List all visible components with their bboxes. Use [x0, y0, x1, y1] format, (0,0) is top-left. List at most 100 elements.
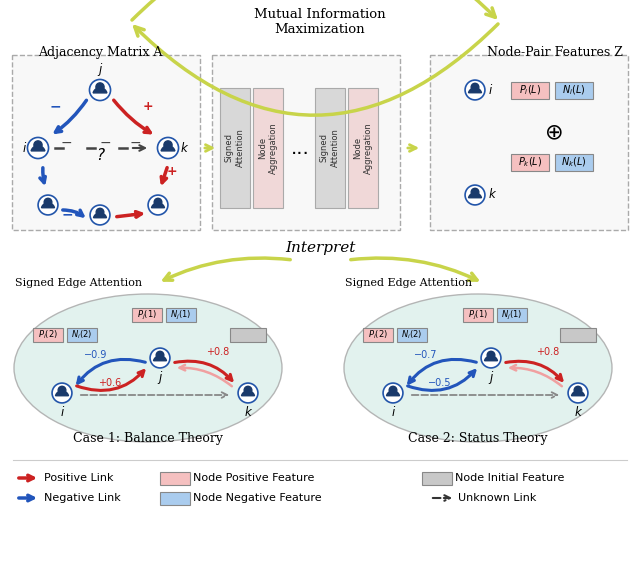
- Circle shape: [574, 386, 582, 394]
- Text: +0.8: +0.8: [536, 347, 559, 357]
- Polygon shape: [387, 391, 399, 396]
- Bar: [67, 328, 97, 342]
- Text: $N_i(L)$: $N_i(L)$: [562, 83, 586, 97]
- Circle shape: [90, 205, 110, 225]
- Circle shape: [52, 383, 72, 403]
- FancyArrowPatch shape: [135, 24, 498, 115]
- FancyArrowPatch shape: [19, 475, 33, 481]
- Text: $N_i(2)$: $N_i(2)$: [71, 329, 93, 341]
- Text: −: −: [61, 207, 73, 221]
- Circle shape: [154, 198, 162, 206]
- Ellipse shape: [14, 294, 282, 442]
- Text: k: k: [489, 189, 495, 202]
- Text: Unknown Link: Unknown Link: [458, 493, 536, 503]
- Text: Interpret: Interpret: [285, 241, 355, 255]
- Text: −0.5: −0.5: [428, 378, 452, 388]
- Polygon shape: [56, 391, 68, 396]
- Text: Negative Link: Negative Link: [44, 493, 121, 503]
- Polygon shape: [93, 213, 106, 218]
- Text: Node
Aggregation: Node Aggregation: [353, 122, 373, 174]
- Text: ?: ?: [96, 148, 104, 162]
- Text: $N_i(2)$: $N_i(2)$: [401, 329, 422, 341]
- Text: $P_k(L)$: $P_k(L)$: [518, 155, 542, 169]
- Polygon shape: [31, 145, 45, 151]
- Text: $P_i(L)$: $P_i(L)$: [519, 83, 541, 97]
- Bar: [497, 308, 527, 322]
- Text: $P_i(2)$: $P_i(2)$: [38, 329, 58, 341]
- Bar: [422, 471, 452, 484]
- FancyArrowPatch shape: [205, 145, 212, 151]
- Text: Signed Edge Attention: Signed Edge Attention: [15, 278, 142, 288]
- Circle shape: [465, 185, 485, 205]
- Polygon shape: [93, 88, 107, 93]
- Text: i: i: [489, 83, 492, 96]
- Circle shape: [465, 80, 485, 100]
- Bar: [315, 88, 345, 208]
- Text: +: +: [166, 165, 177, 178]
- Circle shape: [244, 386, 252, 394]
- Circle shape: [96, 83, 104, 91]
- Polygon shape: [468, 193, 481, 198]
- Bar: [397, 328, 427, 342]
- Text: k: k: [575, 406, 581, 419]
- Text: $\oplus$: $\oplus$: [544, 123, 563, 143]
- Text: −: −: [49, 99, 61, 113]
- Circle shape: [471, 83, 479, 91]
- Text: $P_i(2)$: $P_i(2)$: [368, 329, 388, 341]
- Bar: [132, 308, 162, 322]
- Text: $N_j(1)$: $N_j(1)$: [170, 308, 191, 321]
- Circle shape: [157, 137, 179, 158]
- Circle shape: [156, 351, 164, 359]
- Circle shape: [28, 137, 49, 158]
- Text: +0.6: +0.6: [99, 378, 122, 388]
- Circle shape: [164, 141, 172, 149]
- Polygon shape: [484, 356, 497, 361]
- Text: −: −: [60, 136, 72, 150]
- Circle shape: [150, 348, 170, 368]
- Circle shape: [471, 188, 479, 196]
- Text: −: −: [129, 136, 141, 150]
- Circle shape: [34, 141, 42, 149]
- Bar: [12, 55, 200, 230]
- Text: −0.9: −0.9: [84, 350, 108, 360]
- Circle shape: [58, 386, 66, 394]
- FancyArrowPatch shape: [19, 495, 33, 501]
- Circle shape: [44, 198, 52, 206]
- Bar: [166, 308, 196, 322]
- Bar: [511, 82, 549, 99]
- Text: $N_j(1)$: $N_j(1)$: [501, 308, 523, 321]
- FancyArrowPatch shape: [132, 0, 495, 20]
- Bar: [220, 88, 250, 208]
- Bar: [363, 328, 393, 342]
- Text: +0.8: +0.8: [206, 347, 230, 357]
- Polygon shape: [42, 203, 54, 207]
- Text: Node-Pair Features Z: Node-Pair Features Z: [487, 46, 623, 59]
- Text: ...: ...: [291, 139, 309, 157]
- Text: $N_k(L)$: $N_k(L)$: [561, 155, 587, 169]
- Bar: [348, 88, 378, 208]
- Text: j: j: [99, 63, 102, 76]
- Polygon shape: [161, 145, 175, 151]
- Circle shape: [96, 208, 104, 216]
- Text: Signed
Attention: Signed Attention: [225, 129, 245, 168]
- FancyArrowPatch shape: [351, 258, 477, 280]
- Text: −: −: [99, 136, 111, 150]
- Ellipse shape: [344, 294, 612, 442]
- Bar: [430, 55, 628, 230]
- Text: −0.7: −0.7: [414, 350, 438, 360]
- Polygon shape: [572, 391, 584, 396]
- Bar: [160, 471, 190, 484]
- Circle shape: [487, 351, 495, 359]
- FancyArrowPatch shape: [408, 145, 416, 151]
- Text: j: j: [158, 371, 162, 384]
- Text: Case 1: Balance Theory: Case 1: Balance Theory: [73, 432, 223, 445]
- Text: i: i: [60, 406, 63, 419]
- Text: Adjacency Matrix A: Adjacency Matrix A: [38, 46, 162, 59]
- Polygon shape: [241, 391, 255, 396]
- Bar: [555, 153, 593, 170]
- Text: k: k: [244, 406, 252, 419]
- Text: Signed
Attention: Signed Attention: [320, 129, 340, 168]
- Bar: [555, 82, 593, 99]
- Bar: [463, 308, 493, 322]
- Circle shape: [383, 383, 403, 403]
